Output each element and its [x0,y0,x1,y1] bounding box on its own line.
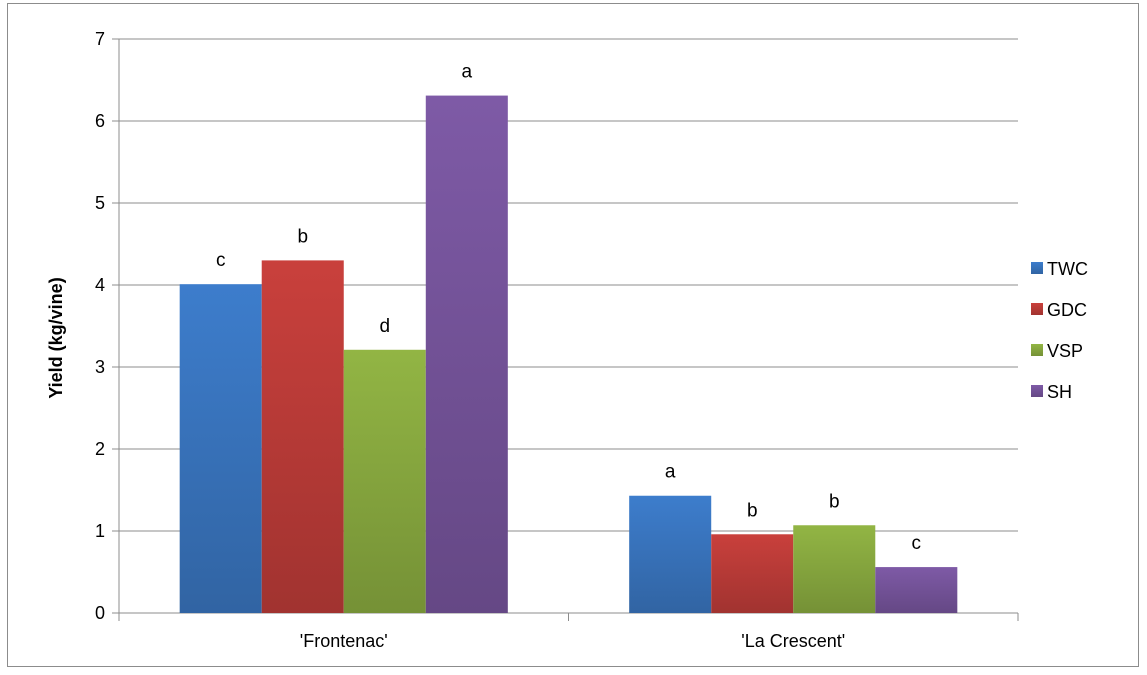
legend-label: GDC [1047,300,1087,320]
significance-label: b [297,226,308,247]
y-tick-label: 2 [95,439,105,459]
legend-swatch [1031,344,1043,356]
legend-swatch [1031,385,1043,397]
legend-label: TWC [1047,259,1088,279]
bar-twc-2 [629,495,712,613]
legend-label: VSP [1047,341,1083,361]
y-tick-label: 4 [95,275,105,295]
y-tick-label: 1 [95,521,105,541]
bar-twc-1 [179,284,262,613]
y-tick-label: 0 [95,603,105,623]
significance-label: c [912,533,922,554]
significance-label: d [379,316,390,337]
legend-label: SH [1047,382,1072,402]
y-axis-label: Yield (kg/vine) [46,277,66,398]
significance-label: a [462,62,473,83]
legend: TWC GDC VSP SH [1031,259,1088,402]
y-tick-label: 3 [95,357,105,377]
chart-frame: 0 1 2 3 4 5 6 7 'Frontenac' 'La Crescent' c b d a a b b… [7,3,1139,667]
bar-vsp-2 [793,525,876,613]
y-tick-label: 7 [95,29,105,49]
bar-chart: 0 1 2 3 4 5 6 7 'Frontenac' 'La Crescent' c b d a a b b… [46,29,1088,651]
legend-swatch [1031,262,1043,274]
bar-sh-2 [875,567,958,613]
bar-sh-1 [425,95,508,613]
y-tick-label: 6 [95,111,105,131]
bar-vsp-1 [343,349,426,613]
y-tick-label: 5 [95,193,105,213]
bars [179,95,958,613]
x-tick-label: 'Frontenac' [300,631,388,651]
bar-gdc-2 [711,534,794,613]
significance-labels: c b d a a b b c [216,62,921,555]
significance-label: b [829,491,840,512]
significance-label: b [747,500,758,521]
axes: 0 1 2 3 4 5 6 7 'Frontenac' 'La Crescent' [95,29,1019,651]
bar-gdc-1 [261,260,344,613]
legend-swatch [1031,303,1043,315]
significance-label: a [665,462,676,483]
x-tick-label: 'La Crescent' [741,631,845,651]
significance-label: c [216,250,226,271]
